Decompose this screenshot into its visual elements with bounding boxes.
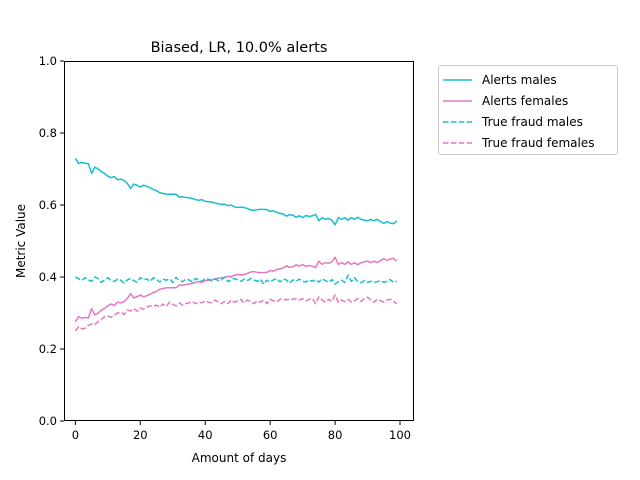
x-tick-label: 80	[328, 428, 343, 442]
y-tick-label: 0.2	[39, 342, 57, 356]
y-axis-label: Metric Value	[14, 204, 28, 278]
y-tick-label: 0.4	[39, 270, 57, 284]
chart-title: Biased, LR, 10.0% alerts	[151, 40, 328, 56]
legend-label-3: True fraud males	[481, 115, 583, 129]
x-tick-label: 40	[198, 428, 213, 442]
plot-frame	[64, 61, 414, 421]
x-tick-label: 0	[72, 428, 79, 442]
series-line-2	[74, 256, 398, 323]
legend: Alerts males Alerts females True fraud mal…	[438, 65, 618, 155]
x-axis-label: Amount of days	[192, 451, 287, 465]
legend-frame	[438, 65, 618, 155]
legend-label-1: Alerts males	[482, 73, 557, 87]
x-axis: 0 20 40 60 80 100	[72, 421, 411, 442]
series-line-4	[74, 294, 398, 332]
y-tick-label: 0.6	[39, 198, 57, 212]
y-tick-label: 0.8	[39, 126, 57, 140]
x-tick-label: 20	[133, 428, 148, 442]
series-line-1	[74, 157, 398, 226]
y-tick-label: 0.0	[39, 414, 57, 428]
x-tick-label: 60	[263, 428, 278, 442]
legend-label-2: Alerts females	[482, 94, 568, 108]
y-axis: 0.0 0.2 0.4 0.6 0.8 1.0	[39, 54, 64, 428]
y-tick-label: 1.0	[39, 54, 57, 68]
series-line-3	[74, 274, 398, 285]
x-tick-label: 100	[389, 428, 411, 442]
plot-area	[74, 157, 398, 332]
legend-label-4: True fraud females	[481, 136, 594, 150]
